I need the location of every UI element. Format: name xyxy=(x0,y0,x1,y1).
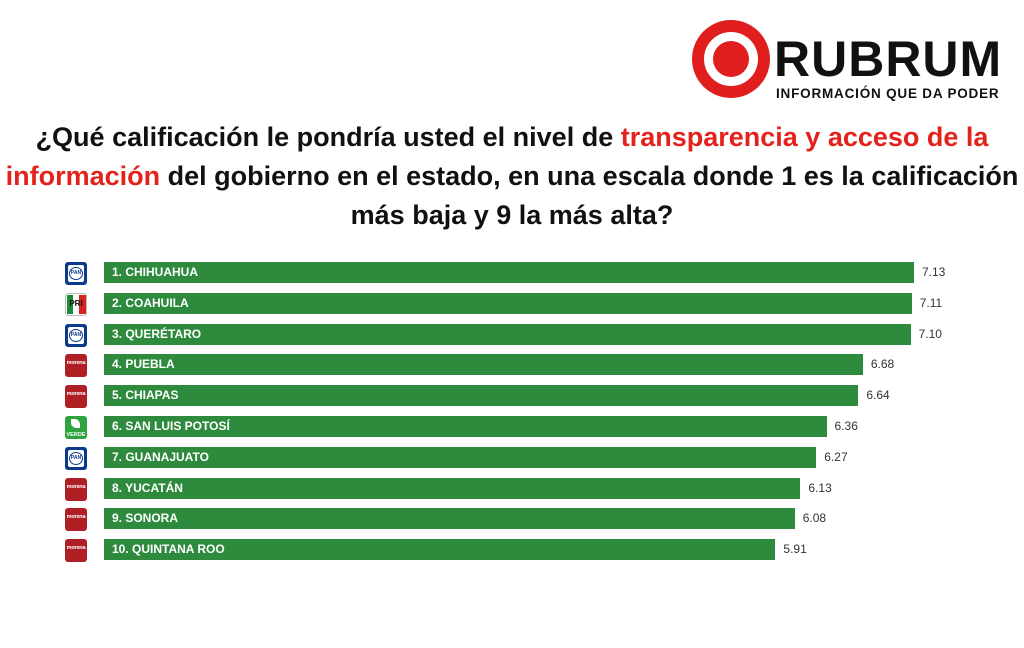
morena-party-icon: morena xyxy=(65,385,87,409)
category-label: 10. QUINTANA ROO xyxy=(112,542,225,557)
category-label: 6. SAN LUIS POTOSÍ xyxy=(112,419,230,433)
value-label: 6.27 xyxy=(824,449,848,464)
bar xyxy=(104,292,912,314)
value-label: 6.64 xyxy=(866,388,890,403)
chart-row: morena 4. PUEBLA 6.68 xyxy=(0,350,1024,381)
category-label: 7. GUANAJUATO xyxy=(112,449,209,464)
question-text-end: del gobierno en el estado, en una escala… xyxy=(160,161,1019,230)
category-label: 4. PUEBLA xyxy=(112,357,175,372)
morena-party-icon: morena xyxy=(65,477,87,501)
bar xyxy=(104,477,801,499)
chart-row: PAN 1. CHIHUAHUA 7.13 xyxy=(0,258,1024,289)
chart-row: morena 9. SONORA 6.08 xyxy=(0,504,1024,535)
chart-row: morena 8. YUCATÁN 6.13 xyxy=(0,474,1024,505)
survey-question: ¿Qué calificación le pondría usted el ni… xyxy=(0,118,1024,235)
chart-row: PAN 3. QUERÉTARO 7.10 xyxy=(0,320,1024,351)
logo-tagline: INFORMACIÓN QUE DA PODER xyxy=(776,86,1000,101)
bar xyxy=(104,354,863,376)
value-label: 6.36 xyxy=(834,419,858,433)
category-label: 8. YUCATÁN xyxy=(112,480,183,495)
question-highlight: transparencia y acceso de la información xyxy=(5,122,989,191)
verde-party-icon: VERDE xyxy=(65,416,87,439)
value-label: 6.13 xyxy=(808,480,832,495)
value-label: 6.08 xyxy=(802,511,827,526)
bar xyxy=(104,262,914,283)
ranking-bar-chart: PAN 1. CHIHUAHUA 7.13 PRI 2. COAHUILA 7.11 PAN… xyxy=(0,258,1024,578)
bar xyxy=(104,385,859,407)
morena-party-icon: morena xyxy=(65,539,87,563)
bar xyxy=(104,539,776,561)
chart-row: morena 5. CHIAPAS 6.64 xyxy=(0,381,1024,412)
chart-row: VERDE 6. SAN LUIS POTOSÍ 6.36 xyxy=(0,412,1024,443)
pri-party-icon: PRI xyxy=(65,292,87,316)
target-logo-icon xyxy=(692,20,770,98)
pan-party-icon: PAN xyxy=(65,323,87,347)
question-text-start: ¿Qué calificación le pondría usted el ni… xyxy=(35,122,621,152)
pan-party-icon: PAN xyxy=(65,262,87,285)
bar xyxy=(104,416,827,437)
value-label: 6.68 xyxy=(870,357,895,372)
morena-party-icon: morena xyxy=(65,508,87,532)
logo-wordmark: RUBRUM xyxy=(774,31,1003,87)
bar xyxy=(104,446,817,468)
morena-party-icon: morena xyxy=(65,354,87,378)
bar xyxy=(104,508,795,530)
chart-row: morena 10. QUINTANA ROO 5.91 xyxy=(0,535,1024,566)
chart-row: PRI 2. COAHUILA 7.11 xyxy=(0,289,1024,320)
value-label: 5.91 xyxy=(783,542,807,557)
value-label: 7.11 xyxy=(919,295,943,310)
category-label: 2. COAHUILA xyxy=(112,295,189,310)
chart-row: PAN 7. GUANAJUATO 6.27 xyxy=(0,443,1024,474)
category-label: 1. CHIHUAHUA xyxy=(112,265,199,279)
category-label: 3. QUERÉTARO xyxy=(112,326,202,341)
category-label: 9. SONORA xyxy=(112,511,179,526)
value-label: 7.10 xyxy=(918,326,942,341)
pan-party-icon: PAN xyxy=(65,446,87,470)
rubrum-logo: RUBRUM INFORMACIÓN QUE DA PODER xyxy=(692,20,1014,110)
value-label: 7.13 xyxy=(922,265,946,279)
category-label: 5. CHIAPAS xyxy=(112,388,179,403)
bar xyxy=(104,323,911,345)
